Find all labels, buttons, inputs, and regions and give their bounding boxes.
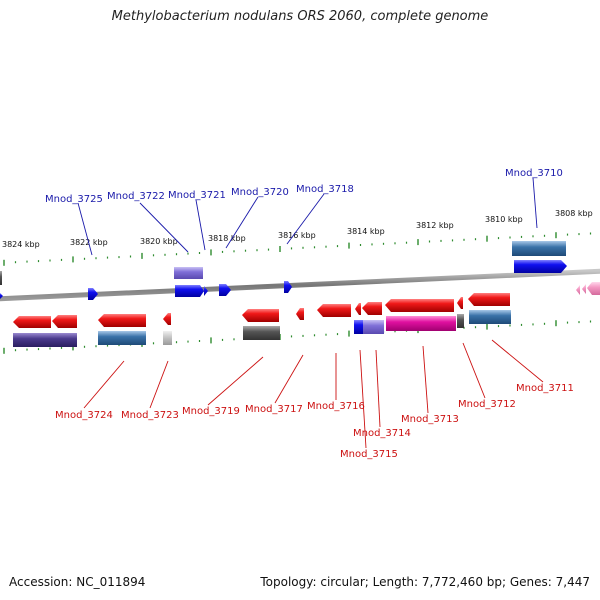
scale-label-3808: 3808 kbp bbox=[555, 209, 593, 218]
connector-mnod-3724 bbox=[83, 360, 125, 409]
gene-label-mnod-3725[interactable]: Mnod_3725 bbox=[45, 194, 103, 205]
scale-label-3812: 3812 kbp bbox=[416, 221, 454, 230]
gene-label-mnod-3718[interactable]: Mnod_3718 bbox=[296, 184, 354, 195]
reverse-strand-genes bbox=[13, 293, 511, 347]
connector-mnod-3714 bbox=[375, 349, 381, 428]
scale-label-3824: 3824 kbp bbox=[2, 240, 40, 249]
connector-mnod-3723 bbox=[149, 360, 169, 409]
gene-label-mnod-3724[interactable]: Mnod_3724 bbox=[55, 410, 113, 421]
gene-label-mnod-3713[interactable]: Mnod_3713 bbox=[401, 414, 459, 425]
scale-label-3816: 3816 kbp bbox=[278, 231, 316, 240]
scale-label-3810: 3810 kbp bbox=[485, 215, 523, 224]
connector-mnod-3720 bbox=[225, 196, 259, 249]
connector-mnod-3712 bbox=[462, 342, 486, 399]
gene-mnod-3719-arrow[interactable] bbox=[242, 309, 279, 322]
gene-mnod-3714-arrow[interactable] bbox=[362, 302, 382, 315]
gene-mnod-3712-arrow[interactable] bbox=[457, 297, 463, 309]
gene-mnod-3721b-arrow[interactable] bbox=[204, 286, 208, 296]
gene-edge-left-arrow[interactable] bbox=[0, 293, 3, 299]
gene-mnod-3712-feature[interactable] bbox=[457, 314, 464, 328]
gene-label-mnod-3723[interactable]: Mnod_3723 bbox=[121, 410, 179, 421]
connector-mnod-3722 bbox=[139, 202, 189, 253]
gene-mnod-3720-arrow[interactable] bbox=[219, 284, 231, 296]
gene-mnod-3711-feature[interactable] bbox=[469, 310, 511, 324]
gene-mnod-3724-feature[interactable] bbox=[13, 333, 77, 347]
gene-label-mnod-3710[interactable]: Mnod_3710 bbox=[505, 168, 563, 179]
gene-mnod-3721-arrow[interactable] bbox=[175, 285, 204, 297]
gene-label-mnod-3716[interactable]: Mnod_3716 bbox=[307, 401, 365, 412]
topology-text: Topology: circular; Length: 7,772,460 bp… bbox=[260, 575, 590, 589]
gene-label-mnod-3719[interactable]: Mnod_3719 bbox=[182, 406, 240, 417]
connectors-bottom bbox=[83, 339, 544, 449]
gene-mnod-3715-feature[interactable] bbox=[354, 320, 363, 334]
connector-mnod-3717 bbox=[274, 354, 304, 404]
gene-mnod-3718-arrow[interactable] bbox=[284, 281, 292, 293]
scale-label-3814: 3814 kbp bbox=[347, 227, 385, 236]
gene-label-mnod-3711[interactable]: Mnod_3711 bbox=[516, 383, 574, 394]
gene-mnod-3716-arrow[interactable] bbox=[317, 304, 351, 317]
gene-mnod-3723-arrow[interactable] bbox=[98, 314, 146, 327]
connector-mnod-3715 bbox=[359, 349, 367, 449]
gene-mnod-3717-arrow[interactable] bbox=[296, 308, 304, 320]
gene-mnod-3714-feature[interactable] bbox=[363, 320, 384, 334]
gene-pink-1-arrow[interactable] bbox=[576, 285, 580, 295]
connector-mnod-3725 bbox=[77, 202, 93, 256]
scale-labels: 3824 kbp 3822 kbp 3820 kbp 3818 kbp 3816… bbox=[2, 209, 593, 249]
gene-edge-left-feature[interactable] bbox=[0, 271, 2, 285]
gene-mnod-3715-arrow[interactable] bbox=[355, 303, 361, 315]
gene-label-mnod-3717[interactable]: Mnod_3717 bbox=[245, 404, 303, 415]
gene-mnod-3725-arrow[interactable] bbox=[88, 288, 98, 300]
gene-mnod-3724b-arrow[interactable] bbox=[52, 315, 77, 328]
accession-text: Accession: NC_011894 bbox=[9, 575, 146, 589]
gene-label-mnod-3720[interactable]: Mnod_3720 bbox=[231, 187, 289, 198]
scale-label-3818: 3818 kbp bbox=[208, 234, 246, 243]
gene-mnod-3719-feature[interactable] bbox=[243, 326, 280, 340]
gene-mnod-3711-arrow[interactable] bbox=[468, 293, 510, 306]
gene-label-mnod-3721[interactable]: Mnod_3721 bbox=[168, 190, 226, 201]
gene-label-mnod-3715[interactable]: Mnod_3715 bbox=[340, 449, 398, 460]
gene-mnod-3713-arrow[interactable] bbox=[385, 299, 454, 312]
connector-mnod-3718 bbox=[286, 193, 325, 245]
connector-mnod-3711 bbox=[491, 339, 544, 383]
connector-mnod-3721 bbox=[195, 199, 206, 251]
genome-backbone bbox=[0, 268, 600, 302]
gene-pink-2-arrow[interactable] bbox=[582, 284, 586, 294]
connector-mnod-3710 bbox=[532, 177, 538, 229]
map-title: Methylobacterium nodulans ORS 2060, comp… bbox=[111, 9, 489, 24]
gene-pink-3-arrow[interactable] bbox=[587, 282, 600, 295]
gene-label-mnod-3722[interactable]: Mnod_3722 bbox=[107, 191, 165, 202]
connector-mnod-3713 bbox=[422, 345, 429, 414]
scale-label-3820: 3820 kbp bbox=[140, 237, 178, 246]
scale-ticks-top bbox=[3, 232, 592, 266]
gene-mnod-3710-feature[interactable] bbox=[512, 241, 566, 256]
gene-mnod-3713-feature[interactable] bbox=[386, 316, 456, 331]
gene-labels-bottom: Mnod_3724 Mnod_3723 Mnod_3719 Mnod_3717 … bbox=[55, 383, 574, 460]
gene-mnod-3724a-arrow[interactable] bbox=[13, 316, 51, 328]
gene-label-mnod-3712[interactable]: Mnod_3712 bbox=[458, 399, 516, 410]
gene-labels-top: Mnod_3725 Mnod_3722 Mnod_3721 Mnod_3720 … bbox=[45, 168, 563, 205]
gene-label-mnod-3714[interactable]: Mnod_3714 bbox=[353, 428, 411, 439]
forward-strand-genes bbox=[0, 241, 600, 300]
gene-mnod-3710-arrow[interactable] bbox=[514, 260, 567, 273]
gene-mnod-3723-feature[interactable] bbox=[98, 331, 146, 345]
gene-mnod-3722-feature[interactable] bbox=[174, 267, 203, 279]
gene-mnod-3723b-arrow[interactable] bbox=[163, 313, 171, 325]
connector-mnod-3719 bbox=[207, 356, 264, 406]
connectors-top bbox=[77, 177, 538, 256]
gene-mnod-3723c-feature[interactable] bbox=[163, 331, 172, 345]
